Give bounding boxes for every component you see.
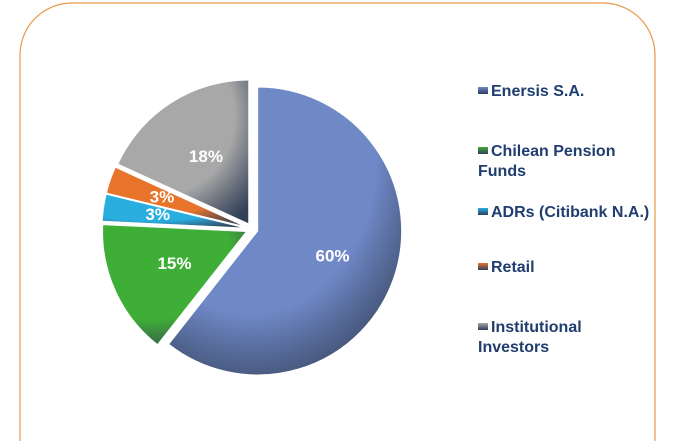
legend-item: Retail [478, 258, 653, 278]
legend-swatch [478, 263, 488, 270]
legend-label: Chilean Pension Funds [478, 143, 616, 180]
legend-swatch [478, 208, 488, 215]
slice-label: 18% [189, 147, 223, 166]
pie-slice [101, 193, 247, 229]
legend-item: Enersis S.A. [478, 82, 653, 102]
legend-swatch [478, 87, 488, 94]
legend-item: ADRs (Citibank N.A.) [478, 203, 653, 223]
frame [19, 2, 656, 441]
slice-label: 60% [315, 246, 349, 265]
legend-label: Institutional Investors [478, 319, 582, 356]
slice-label: 15% [157, 254, 191, 273]
pie-slice [102, 224, 248, 346]
pie-slice [167, 86, 403, 376]
legend-item: Institutional Investors [478, 318, 653, 358]
pie-slice [117, 79, 250, 225]
legend-item: Chilean Pension Funds [478, 142, 653, 182]
legend-swatch [478, 147, 488, 154]
slice-label: 3% [150, 187, 175, 206]
slice-label: 3% [145, 205, 170, 224]
legend-swatch [478, 323, 488, 330]
legend-label: Retail [491, 259, 535, 276]
legend-label: Enersis S.A. [491, 83, 585, 100]
pie-slice [105, 166, 247, 228]
legend-label: ADRs (Citibank N.A.) [491, 204, 650, 221]
